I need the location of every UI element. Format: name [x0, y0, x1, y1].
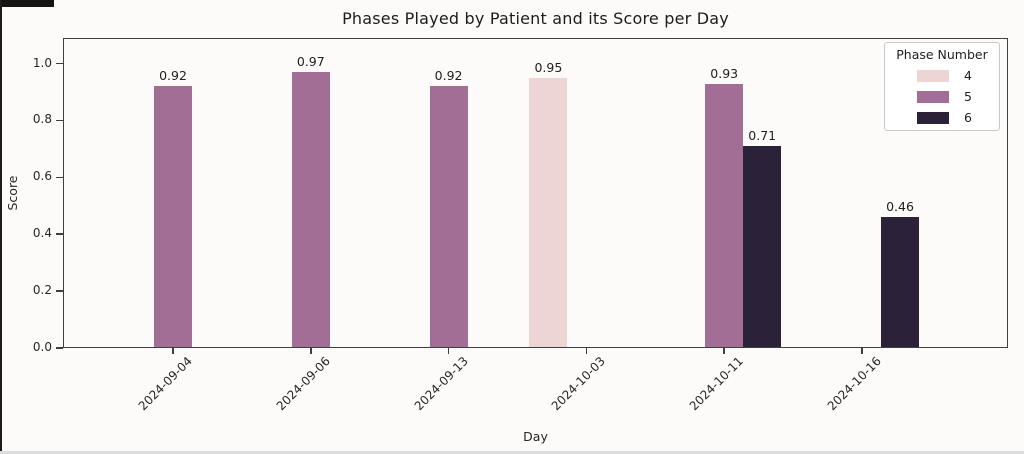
legend-swatch-phase-5	[917, 90, 949, 103]
y-tick-label: 0.2	[32, 283, 52, 298]
legend-swatch-phase-6	[917, 111, 949, 124]
y-tick-mark	[56, 290, 63, 292]
bar-value-label: 0.92	[434, 68, 463, 84]
y-tick-mark	[56, 176, 63, 179]
x-tick-mark	[310, 348, 312, 354]
bar-phase-5	[291, 72, 330, 348]
bar-value-label: 0.93	[710, 65, 739, 81]
bar-phase-6	[743, 146, 782, 348]
bar-phase-5	[429, 86, 468, 348]
y-tick-label: 0.4	[32, 226, 52, 241]
chart-title: Phases Played by Patient and its Score p…	[342, 9, 729, 28]
legend-entries: 4 5 6	[885, 65, 999, 128]
y-axis-label: Score	[5, 175, 20, 211]
x-tick-mark	[861, 348, 863, 354]
y-tick-mark	[56, 62, 63, 65]
bar-value-label: 0.97	[296, 54, 325, 70]
bar-value-label: 0.95	[534, 59, 563, 75]
bar-value-label: 0.92	[159, 68, 187, 84]
y-tick-label: 0.8	[32, 112, 52, 127]
y-tick-mark	[56, 119, 63, 122]
capture-artifact-bottom-edge	[0, 451, 1024, 454]
x-axis-label: Day	[523, 429, 548, 444]
y-tick-mark	[56, 233, 63, 235]
bar-value-label: 0.46	[886, 199, 914, 215]
y-tick-label: 0.0	[32, 340, 52, 354]
y-tick-label: 0.6	[32, 169, 52, 184]
x-tick-mark	[723, 348, 725, 354]
x-tick-mark	[585, 348, 588, 354]
bar-phase-4	[529, 77, 568, 348]
legend-entry-5: 5	[885, 86, 999, 107]
legend: Phase Number 4 5 6	[884, 42, 1000, 131]
legend-label: 5	[964, 89, 972, 104]
capture-artifact-top-left	[0, 0, 54, 7]
bar-phase-5	[705, 83, 744, 348]
legend-swatch-phase-4	[917, 69, 949, 82]
x-tick-mark	[172, 348, 174, 354]
legend-entry-6: 6	[885, 107, 999, 128]
bar-phase-5	[154, 86, 192, 348]
bar-phase-6	[881, 217, 919, 348]
legend-entry-4: 4	[885, 65, 999, 86]
y-tick-label: 1.0	[32, 55, 52, 70]
x-tick-mark	[447, 348, 450, 354]
plot-frame	[63, 38, 1008, 348]
legend-label: 4	[964, 68, 972, 83]
capture-artifact-left-edge	[0, 0, 2, 454]
legend-label: 6	[964, 110, 972, 125]
bar-value-label: 0.71	[748, 128, 777, 144]
y-tick-mark	[56, 347, 63, 349]
legend-title: Phase Number	[896, 47, 988, 62]
